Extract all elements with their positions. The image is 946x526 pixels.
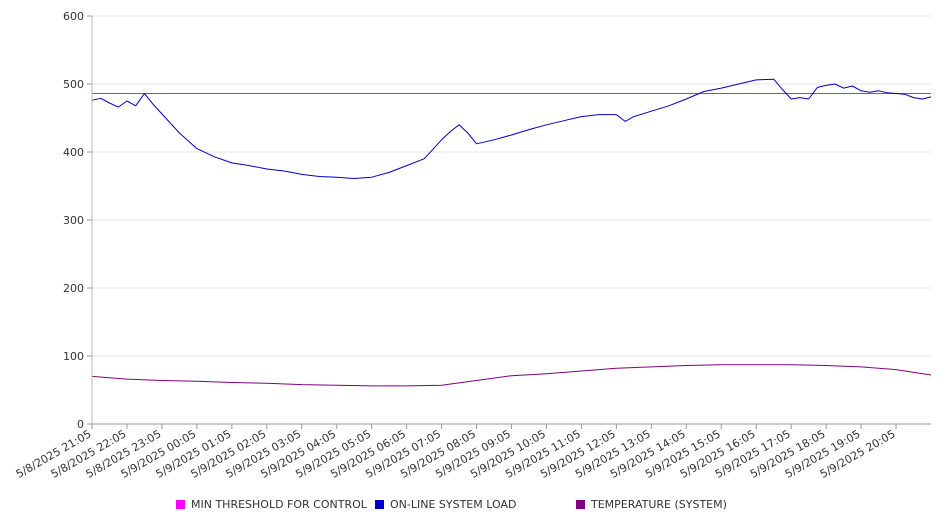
y-tick-label: 500	[63, 78, 84, 91]
y-tick-label: 100	[63, 350, 84, 363]
y-tick-label: 400	[63, 146, 84, 159]
series-lines	[91, 78, 932, 387]
x-axis-ticks: 5/8/2025 21:055/8/2025 22:055/8/2025 23:…	[14, 424, 898, 481]
series-line-temperature	[91, 364, 932, 387]
y-tick-label: 300	[63, 214, 84, 227]
legend-label-system-load: ON-LINE SYSTEM LOAD	[390, 498, 517, 511]
legend-label-temperature: TEMPERATURE (SYSTEM)	[591, 498, 727, 511]
legend-swatch-temperature	[576, 500, 585, 509]
legend-item-threshold[interactable]: MIN THRESHOLD FOR CONTROL	[176, 498, 367, 511]
y-tick-label: 0	[77, 418, 84, 431]
legend-item-temperature[interactable]: TEMPERATURE (SYSTEM)	[576, 498, 727, 511]
legend-item-system-load[interactable]: ON-LINE SYSTEM LOAD	[375, 498, 516, 511]
series-line-system-load	[91, 78, 932, 179]
y-tick-label: 600	[63, 10, 84, 23]
legend-label-threshold: MIN THRESHOLD FOR CONTROL	[191, 498, 367, 511]
legend: MIN THRESHOLD FOR CONTROL ON-LINE SYSTEM…	[0, 498, 946, 514]
legend-swatch-system-load	[375, 500, 384, 509]
gridlines	[92, 15, 931, 357]
y-tick-label: 200	[63, 282, 84, 295]
legend-swatch-threshold	[176, 500, 185, 509]
y-axis-ticks: 0 100 200 300 400 500 600	[63, 10, 92, 431]
